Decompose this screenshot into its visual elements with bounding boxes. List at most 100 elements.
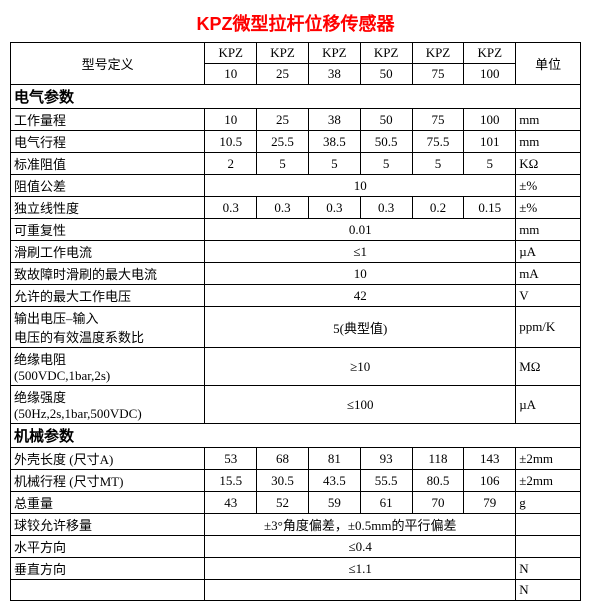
row-label: 球铰允许移量 — [11, 514, 205, 536]
unit-cell: ±% — [516, 175, 581, 197]
cell: ±3°角度偏差，±0.5mm的平行偏差 — [205, 514, 516, 536]
table-row: N — [11, 580, 581, 601]
cell: 55.5 — [360, 470, 412, 492]
table-row: 可重复性 0.01 mm — [11, 219, 581, 241]
cell: 38 — [308, 109, 360, 131]
unit-cell: V — [516, 285, 581, 307]
model-h: KPZ — [412, 43, 464, 64]
unit-cell: N — [516, 558, 581, 580]
unit-cell: mm — [516, 131, 581, 153]
cell: ≤100 — [205, 386, 516, 424]
cell: 75 — [412, 109, 464, 131]
cell: 70 — [412, 492, 464, 514]
unit-cell: MΩ — [516, 348, 581, 386]
table-row: 机械行程 (尺寸MT) 15.5 30.5 43.5 55.5 80.5 106… — [11, 470, 581, 492]
table-row: 水平方向 ≤0.4 — [11, 536, 581, 558]
cell: 10 — [205, 175, 516, 197]
cell: 10 — [205, 263, 516, 285]
cell: 25 — [257, 109, 309, 131]
row-label: 致故障时滑刷的最大电流 — [11, 263, 205, 285]
model-h: KPZ — [205, 43, 257, 64]
unit-header: 单位 — [516, 43, 581, 85]
model-n: 75 — [412, 64, 464, 85]
table-row: 工作量程 10 25 38 50 75 100 mm — [11, 109, 581, 131]
model-n: 50 — [360, 64, 412, 85]
cell: ≤1.1 — [205, 558, 516, 580]
cell: ≤0.4 — [205, 536, 516, 558]
cell: 5 — [360, 153, 412, 175]
unit-cell: ±% — [516, 197, 581, 219]
cell: 106 — [464, 470, 516, 492]
cell: 5(典型值) — [205, 307, 516, 348]
model-n: 25 — [257, 64, 309, 85]
cell: 15.5 — [205, 470, 257, 492]
header-row-1: 型号定义 KPZ KPZ KPZ KPZ KPZ KPZ 单位 — [11, 43, 581, 64]
row-label — [11, 580, 205, 601]
table-row: 独立线性度 0.3 0.3 0.3 0.3 0.2 0.15 ±% — [11, 197, 581, 219]
unit-cell: mA — [516, 263, 581, 285]
cell: 43 — [205, 492, 257, 514]
cell: 100 — [464, 109, 516, 131]
cell: 43.5 — [308, 470, 360, 492]
cell: 0.01 — [205, 219, 516, 241]
cell: 61 — [360, 492, 412, 514]
section-elec-row: 电气参数 — [11, 85, 581, 109]
section-elec: 电气参数 — [11, 85, 581, 109]
spec-table: 型号定义 KPZ KPZ KPZ KPZ KPZ KPZ 单位 10 25 38… — [10, 42, 581, 601]
row-label: 水平方向 — [11, 536, 205, 558]
unit-cell: mm — [516, 109, 581, 131]
cell: 0.3 — [308, 197, 360, 219]
cell: 0.3 — [257, 197, 309, 219]
cell: 10 — [205, 109, 257, 131]
row-label: 电气行程 — [11, 131, 205, 153]
table-row: 电气行程 10.5 25.5 38.5 50.5 75.5 101 mm — [11, 131, 581, 153]
table-row: 标准阻值 2 5 5 5 5 5 KΩ — [11, 153, 581, 175]
cell: 5 — [464, 153, 516, 175]
model-h: KPZ — [257, 43, 309, 64]
table-row: 允许的最大工作电压 42 V — [11, 285, 581, 307]
unit-cell — [516, 536, 581, 558]
row-label: 标准阻值 — [11, 153, 205, 175]
unit-cell: mm — [516, 219, 581, 241]
table-row: 外壳长度 (尺寸A) 53 68 81 93 118 143 ±2mm — [11, 448, 581, 470]
cell: 143 — [464, 448, 516, 470]
cell: 5 — [308, 153, 360, 175]
unit-cell — [516, 514, 581, 536]
unit-cell: ±2mm — [516, 448, 581, 470]
table-row: 滑刷工作电流 ≤1 µA — [11, 241, 581, 263]
row-label: 绝缘强度 (50Hz,2s,1bar,500VDC) — [11, 386, 205, 424]
table-row: 垂直方向 ≤1.1 N — [11, 558, 581, 580]
model-n: 38 — [308, 64, 360, 85]
cell: 2 — [205, 153, 257, 175]
table-row: 绝缘电阻 (500VDC,1bar,2s) ≥10 MΩ — [11, 348, 581, 386]
cell: 52 — [257, 492, 309, 514]
cell: 118 — [412, 448, 464, 470]
cell: 68 — [257, 448, 309, 470]
cell: 0.3 — [360, 197, 412, 219]
model-h: KPZ — [360, 43, 412, 64]
row-label: 阻值公差 — [11, 175, 205, 197]
row-label: 工作量程 — [11, 109, 205, 131]
model-def-label: 型号定义 — [11, 43, 205, 85]
cell: 25.5 — [257, 131, 309, 153]
cell: 50 — [360, 109, 412, 131]
unit-cell: ppm/K — [516, 307, 581, 348]
model-h: KPZ — [308, 43, 360, 64]
unit-cell: KΩ — [516, 153, 581, 175]
cell: 0.3 — [205, 197, 257, 219]
unit-cell: µA — [516, 241, 581, 263]
cell: 5 — [257, 153, 309, 175]
cell: 50.5 — [360, 131, 412, 153]
model-n: 10 — [205, 64, 257, 85]
cell: 42 — [205, 285, 516, 307]
cell: ≤1 — [205, 241, 516, 263]
row-label: 总重量 — [11, 492, 205, 514]
table-row: 输出电压–输入 电压的有效温度系数比 5(典型值) ppm/K — [11, 307, 581, 348]
row-label: 垂直方向 — [11, 558, 205, 580]
unit-cell: N — [516, 580, 581, 601]
row-label: 绝缘电阻 (500VDC,1bar,2s) — [11, 348, 205, 386]
model-h: KPZ — [464, 43, 516, 64]
table-row: 致故障时滑刷的最大电流 10 mA — [11, 263, 581, 285]
cell: 93 — [360, 448, 412, 470]
cell — [205, 580, 516, 601]
